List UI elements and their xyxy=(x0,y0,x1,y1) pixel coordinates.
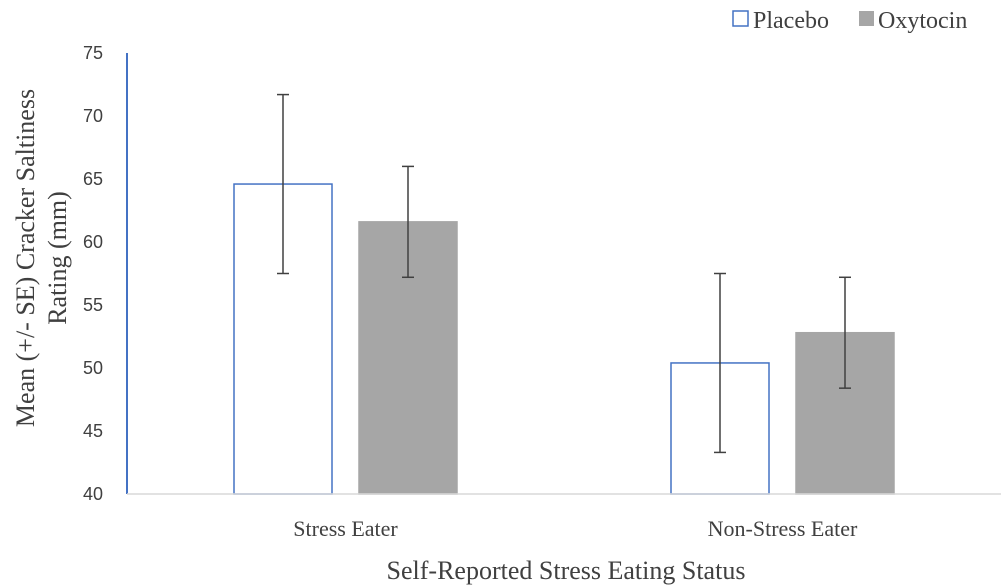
y-tick-label: 40 xyxy=(83,484,103,504)
y-tick-label: 50 xyxy=(83,358,103,378)
plot-area: Stress Eater Non-Stress Eater 40 45 50 55 60 65… xyxy=(83,43,1001,541)
legend-swatch-placebo xyxy=(732,10,749,27)
legend-label-placebo: Placebo xyxy=(753,8,829,34)
legend-swatch-oxytocin xyxy=(859,11,874,26)
y-axis-title-line-1: Mean (+/- SE) Cracker Saltiness xyxy=(11,89,40,427)
y-tick-label: 60 xyxy=(83,232,103,252)
y-tick-label: 75 xyxy=(83,43,103,63)
y-tick-label: 65 xyxy=(83,169,103,189)
x-axis-title: Self-Reported Stress Eating Status xyxy=(387,556,746,585)
y-tick-label: 55 xyxy=(83,295,103,315)
y-tick-label: 45 xyxy=(83,421,103,441)
y-tick-label: 70 xyxy=(83,106,103,126)
x-tick-label: Non-Stress Eater xyxy=(708,516,858,541)
x-tick-label: Stress Eater xyxy=(293,516,398,541)
legend-label-oxytocin: Oxytocin xyxy=(878,8,967,34)
y-axis-title-line-2: Rating (mm) xyxy=(43,191,72,325)
legend: Placebo Oxytocin xyxy=(732,8,967,34)
